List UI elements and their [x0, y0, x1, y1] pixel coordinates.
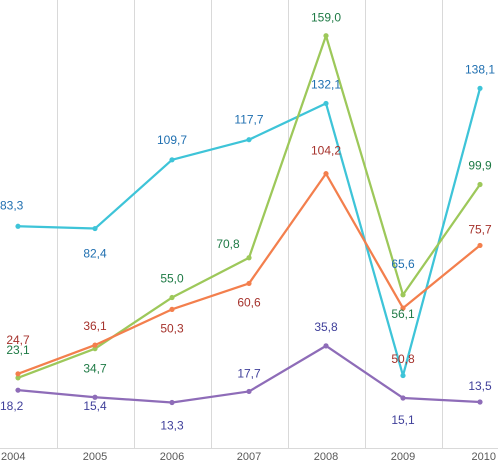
data-label: 60,6 — [237, 295, 261, 309]
data-point — [477, 85, 483, 91]
data-label: 24,7 — [6, 333, 30, 347]
data-label: 13,3 — [160, 419, 184, 433]
data-point — [15, 375, 21, 381]
data-label: 117,7 — [234, 113, 263, 127]
data-label: 55,0 — [160, 272, 184, 286]
x-tick-label: 2008 — [314, 451, 338, 462]
data-point — [92, 342, 98, 348]
data-point — [323, 33, 329, 39]
data-label: 50,8 — [391, 352, 415, 366]
data-point — [169, 294, 175, 301]
data-point — [246, 388, 252, 395]
data-labels: 83,3 82,4 109,7 117,7 132,1 138,1 23,1 34,7 55,0… — [0, 11, 495, 433]
data-label: 109,7 — [157, 133, 187, 147]
data-point — [15, 387, 21, 393]
data-label: 17,7 — [237, 366, 261, 380]
data-label: 50,3 — [160, 321, 184, 335]
x-tick-label: 2005 — [83, 451, 107, 462]
data-point — [246, 255, 252, 261]
data-label: 132,1 — [311, 77, 341, 91]
data-label: 138,1 — [465, 62, 495, 76]
data-point — [400, 292, 406, 298]
data-label: 70,8 — [216, 237, 240, 251]
data-label: 99,9 — [468, 158, 492, 172]
data-label: 23,1 — [6, 343, 30, 357]
data-point — [400, 305, 406, 311]
data-point — [15, 223, 21, 229]
data-label: 56,1 — [391, 307, 415, 321]
data-label: 82,4 — [83, 247, 107, 261]
data-point — [400, 395, 406, 401]
data-label: 35,8 — [314, 320, 338, 334]
data-label: 159,0 — [311, 11, 341, 25]
gridlines — [0, 0, 498, 449]
data-point — [477, 399, 483, 405]
data-label: 15,4 — [83, 399, 107, 413]
x-tick-label: 2006 — [160, 451, 184, 462]
data-point — [15, 371, 21, 377]
data-label: 15,1 — [391, 413, 415, 427]
data-label: 36,1 — [83, 319, 107, 333]
data-point — [169, 157, 175, 163]
data-label: 83,3 — [0, 198, 24, 212]
data-point — [323, 100, 329, 107]
data-label: 65,6 — [391, 257, 415, 271]
data-point — [477, 181, 483, 188]
data-point — [323, 343, 329, 349]
data-label: 75,7 — [468, 222, 492, 236]
x-tick-label: 2004 — [1, 451, 25, 462]
data-label: 104,2 — [311, 144, 341, 158]
data-point — [169, 306, 175, 312]
data-point — [400, 372, 406, 379]
x-axis-tick-labels: 2004 2005 2006 2007 2008 2009 2010 — [1, 451, 496, 462]
data-label: 18,2 — [0, 399, 24, 413]
data-point — [246, 137, 252, 143]
series-lines — [15, 33, 483, 406]
data-point — [92, 394, 98, 400]
data-label: 13,5 — [468, 379, 492, 393]
x-tick-label: 2007 — [237, 451, 261, 462]
data-label: 34,7 — [83, 362, 107, 376]
data-point — [477, 242, 483, 249]
data-point — [323, 171, 329, 177]
x-tick-label: 2010 — [472, 451, 496, 462]
data-point — [246, 280, 252, 287]
data-point — [92, 225, 98, 232]
x-tick-label: 2009 — [391, 451, 415, 462]
data-point — [169, 399, 175, 406]
